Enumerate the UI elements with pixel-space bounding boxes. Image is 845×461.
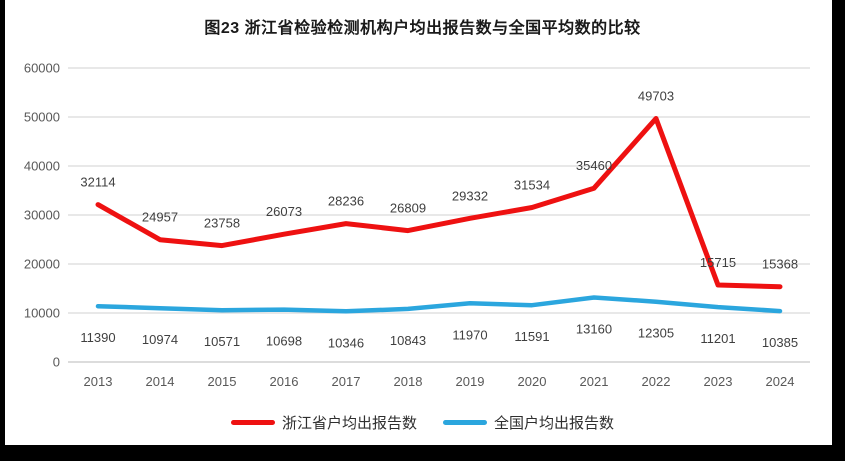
y-tick-label: 50000 (24, 110, 60, 125)
y-tick-label: 0 (53, 355, 60, 370)
data-label: 13160 (576, 322, 612, 337)
legend-label-national: 全国户均出报告数 (494, 415, 615, 432)
series-line (95, 295, 783, 314)
x-tick-label: 2023 (704, 374, 733, 389)
data-label: 11970 (452, 327, 487, 342)
x-tick-label: 2024 (766, 374, 795, 389)
data-label: 10571 (204, 334, 240, 349)
chart-legend: 浙江省户均出报告数 全国户均出报告数 (0, 412, 845, 433)
y-tick-label: 20000 (24, 257, 60, 272)
data-label: 15715 (700, 255, 736, 270)
x-tick-label: 2014 (146, 374, 175, 389)
y-tick-label: 60000 (24, 61, 60, 76)
data-label: 10843 (390, 333, 426, 348)
legend-label-zhejiang: 浙江省户均出报告数 (281, 415, 417, 432)
data-label: 11201 (700, 331, 735, 346)
screenshot-right-edge-bar (832, 0, 845, 461)
x-tick-label: 2020 (518, 374, 547, 389)
data-label: 35460 (576, 158, 612, 173)
legend-item-zhejiang: 浙江省户均出报告数 (230, 412, 417, 433)
x-tick-label: 2017 (332, 374, 361, 389)
x-tick-label: 2022 (642, 374, 671, 389)
legend-swatch-blue-line (443, 420, 487, 425)
data-label: 10346 (328, 335, 364, 350)
data-label: 15368 (762, 257, 798, 272)
x-tick-label: 2016 (270, 374, 299, 389)
y-tick-label: 40000 (24, 159, 60, 174)
x-tick-label: 2021 (580, 374, 609, 389)
legend-item-national: 全国户均出报告数 (443, 412, 614, 433)
data-label: 23758 (204, 216, 240, 231)
data-label: 26073 (266, 204, 302, 219)
screenshot-left-edge-bar (0, 0, 5, 461)
y-tick-label: 30000 (24, 208, 60, 223)
x-tick-label: 2013 (84, 374, 113, 389)
data-label: 10974 (142, 332, 178, 347)
data-label: 24957 (142, 210, 178, 225)
data-label: 11390 (80, 330, 115, 345)
x-tick-label: 2015 (208, 374, 237, 389)
data-label: 10698 (266, 334, 302, 349)
data-label: 49703 (638, 89, 674, 104)
data-label: 12305 (638, 326, 674, 341)
series-line (95, 116, 783, 290)
screenshot-bottom-edge-bar (0, 445, 845, 461)
data-label: 31534 (514, 178, 550, 193)
y-tick-label: 10000 (24, 306, 60, 321)
data-label: 26809 (390, 201, 426, 216)
data-label: 11591 (514, 329, 549, 344)
data-label: 29332 (452, 188, 488, 203)
data-label: 32114 (80, 175, 115, 190)
data-label: 28236 (328, 194, 364, 209)
chart-title: 图23 浙江省检验检测机构户均出报告数与全国平均数的比较 (204, 20, 641, 37)
legend-swatch-red-line (230, 420, 275, 425)
data-label: 10385 (762, 335, 798, 350)
x-tick-label: 2019 (456, 374, 485, 389)
x-tick-label: 2018 (394, 374, 423, 389)
